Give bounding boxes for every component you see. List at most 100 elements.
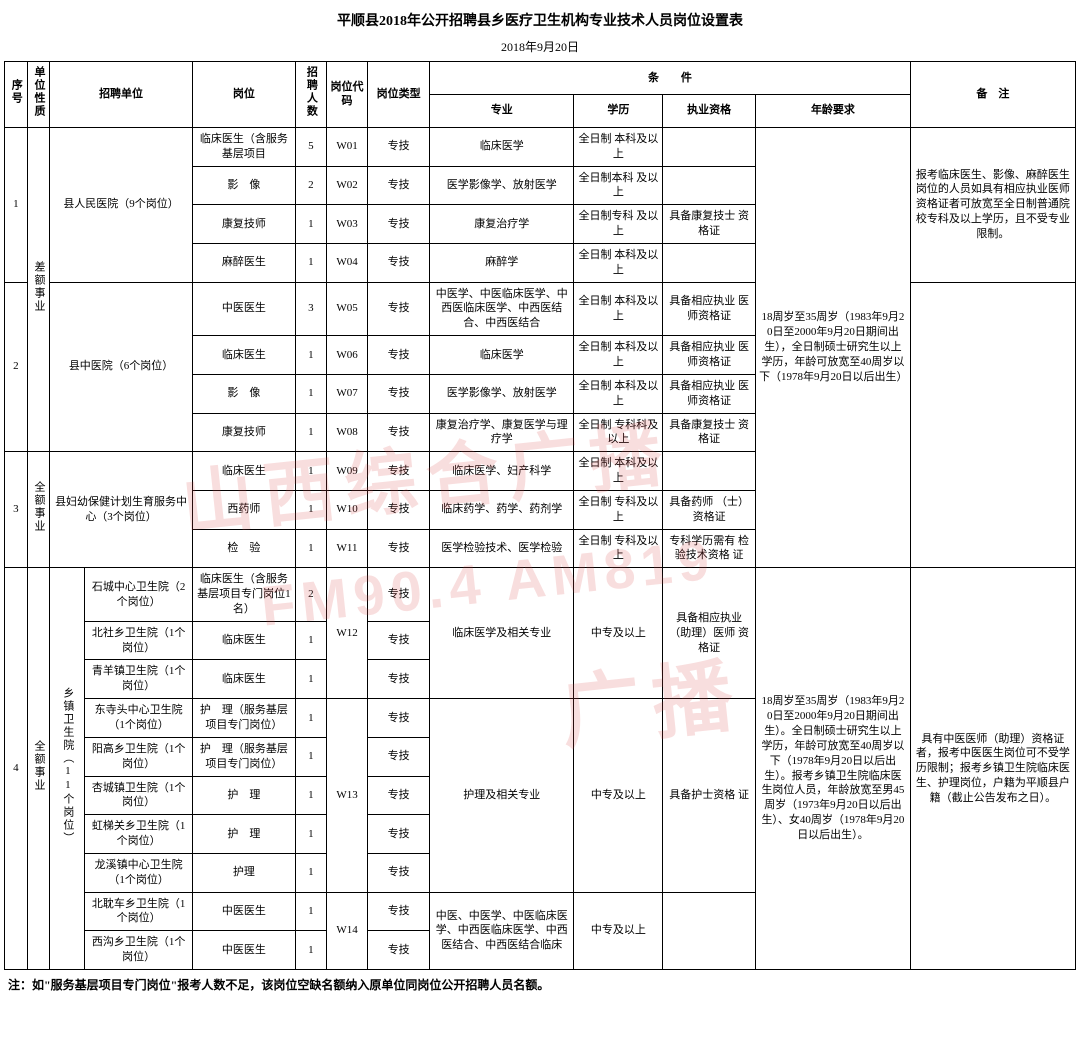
cell-code: W12: [326, 568, 367, 699]
cell-employer: 县妇幼保健计划生育服务中心（3个岗位）: [50, 452, 192, 568]
cell-code: W02: [326, 166, 367, 205]
cell-post: 康复技师: [192, 413, 295, 452]
cell-qual: [663, 243, 756, 282]
cell-edu: 中专及以上: [574, 699, 663, 892]
cell-post: 临床医生: [192, 660, 295, 699]
cell-count: 1: [295, 374, 326, 413]
cell-seq: 3: [5, 452, 28, 568]
header-row-1: 序号 单位性质 招聘单位 岗位 招聘人数 岗位代码 岗位类型 条 件 备 注: [5, 62, 1076, 95]
cell-post: 检 验: [192, 529, 295, 568]
cell-count: 1: [295, 699, 326, 738]
cell-edu: 全日制 本科及以上: [574, 374, 663, 413]
cell-major: 临床药学、药学、药剂学: [430, 490, 574, 529]
cell-type: 专技: [368, 243, 430, 282]
cell-qual: 具备相应执业 医师资格证: [663, 336, 756, 375]
cell-unitnature: 差额事业: [31, 261, 46, 313]
cell-sub-employer: 北社乡卫生院（1个岗位）: [85, 621, 192, 660]
cell-edu: 全日制 专科及以上: [574, 490, 663, 529]
cell-edu: 全日制本科 及以上: [574, 166, 663, 205]
cell-count: 1: [295, 815, 326, 854]
th-unitnature: 单位性质: [31, 66, 46, 118]
cell-remark: [910, 282, 1075, 568]
cell-count: 1: [295, 490, 326, 529]
cell-code: W08: [326, 413, 367, 452]
cell-qual: 具备相应执业 医师资格证: [663, 282, 756, 336]
th-qual: 执业资格: [663, 94, 756, 127]
cell-post: 中医医生: [192, 931, 295, 970]
th-major: 专业: [430, 94, 574, 127]
th-post: 岗位: [192, 62, 295, 128]
cell-major: 康复治疗学、康复医学与理疗学: [430, 413, 574, 452]
cell-qual: [663, 892, 756, 969]
cell-post: 中医医生: [192, 892, 295, 931]
cell-post: 临床医生: [192, 336, 295, 375]
cell-sub-employer: 龙溪镇中心卫生院（1个岗位）: [85, 853, 192, 892]
cell-type: 专技: [368, 336, 430, 375]
cell-type: 专技: [368, 568, 430, 622]
cell-sub-employer: 青羊镇卫生院（1个岗位）: [85, 660, 192, 699]
cell-type: 专技: [368, 374, 430, 413]
cell-edu: 全日制 本科及以上: [574, 243, 663, 282]
cell-edu: 全日制专科 及以上: [574, 205, 663, 244]
cell-edu: 中专及以上: [574, 892, 663, 969]
cell-sub-employer: 虹梯关乡卫生院（1个岗位）: [85, 815, 192, 854]
cell-major: 麻醉学: [430, 243, 574, 282]
cell-type: 专技: [368, 621, 430, 660]
cell-post: 西药师: [192, 490, 295, 529]
cell-employer: 县人民医院（9个岗位）: [50, 127, 192, 282]
cell-edu: 全日制 本科及以上: [574, 452, 663, 491]
cell-qual: [663, 166, 756, 205]
cell-sub-employer: 杏城镇卫生院（1个岗位）: [85, 776, 192, 815]
cell-major: 临床医学及相关专业: [430, 568, 574, 699]
cell-major: 中医、中医学、中医临床医学、中西医临床医学、中西医结合、中西医结合临床: [430, 892, 574, 969]
document-date: 2018年9月20日: [4, 36, 1076, 61]
cell-major: 护理及相关专业: [430, 699, 574, 892]
cell-count: 1: [295, 621, 326, 660]
cell-count: 1: [295, 413, 326, 452]
cell-code: W10: [326, 490, 367, 529]
cell-count: 1: [295, 853, 326, 892]
cell-major: 临床医学: [430, 127, 574, 166]
cell-post: 临床医生（含服务基层项目: [192, 127, 295, 166]
cell-code: W05: [326, 282, 367, 336]
cell-qual: 具备康复技士 资格证: [663, 205, 756, 244]
cell-count: 1: [295, 336, 326, 375]
cell-seq: 1: [5, 127, 28, 282]
cell-qual: 专科学历需有 检验技术资格 证: [663, 529, 756, 568]
cell-sub-employer: 北耽车乡卫生院（1个岗位）: [85, 892, 192, 931]
cell-type: 专技: [368, 166, 430, 205]
th-type: 岗位类型: [368, 62, 430, 128]
cell-code: W03: [326, 205, 367, 244]
cell-type: 专技: [368, 776, 430, 815]
cell-code: W07: [326, 374, 367, 413]
table-row: 2 县中医院（6个岗位） 中医医生3W05专技中医学、中医临床医学、中西医临床医…: [5, 282, 1076, 336]
cell-type: 专技: [368, 931, 430, 970]
cell-post: 影 像: [192, 166, 295, 205]
table-row: 1 差额事业 县人民医院（9个岗位） 临床医生（含服务基层项目 5 W01 专技…: [5, 127, 1076, 166]
cell-code: W14: [326, 892, 367, 969]
cell-type: 专技: [368, 737, 430, 776]
cell-employer: 县中医院（6个岗位）: [50, 282, 192, 452]
th-conditions: 条 件: [430, 62, 911, 95]
cell-type: 专技: [368, 853, 430, 892]
cell-sub-employer: 东寺头中心卫生院（1个岗位）: [85, 699, 192, 738]
cell-qual: 具备护士资格 证: [663, 699, 756, 892]
cell-edu: 中专及以上: [574, 568, 663, 699]
cell-post: 护 理: [192, 815, 295, 854]
cell-age: 18周岁至35周岁（1983年9月20日至2000年9月20日期间出生）。全日制…: [756, 568, 911, 970]
cell-edu: 全日制 专科及以上: [574, 529, 663, 568]
table-row: 4 全额事业 乡镇卫生院（11个岗位） 石城中心卫生院（2个岗位） 临床医生（含…: [5, 568, 1076, 622]
cell-qual: 具备药师 （士）资格证: [663, 490, 756, 529]
cell-post: 护 理: [192, 776, 295, 815]
cell-post: 麻醉医生: [192, 243, 295, 282]
cell-unitnature: 全额事业: [31, 740, 46, 792]
cell-type: 专技: [368, 815, 430, 854]
cell-age: 18周岁至35周岁（1983年9月20日至2000年9月20日期间出生），全日制…: [756, 127, 911, 567]
cell-sub-employer: 阳高乡卫生院（1个岗位）: [85, 737, 192, 776]
cell-post: 护 理（服务基层项目专门岗位）: [192, 699, 295, 738]
cell-count: 3: [295, 282, 326, 336]
cell-type: 专技: [368, 282, 430, 336]
th-edu: 学历: [574, 94, 663, 127]
cell-major: 临床医学、妇产科学: [430, 452, 574, 491]
cell-count: 1: [295, 205, 326, 244]
